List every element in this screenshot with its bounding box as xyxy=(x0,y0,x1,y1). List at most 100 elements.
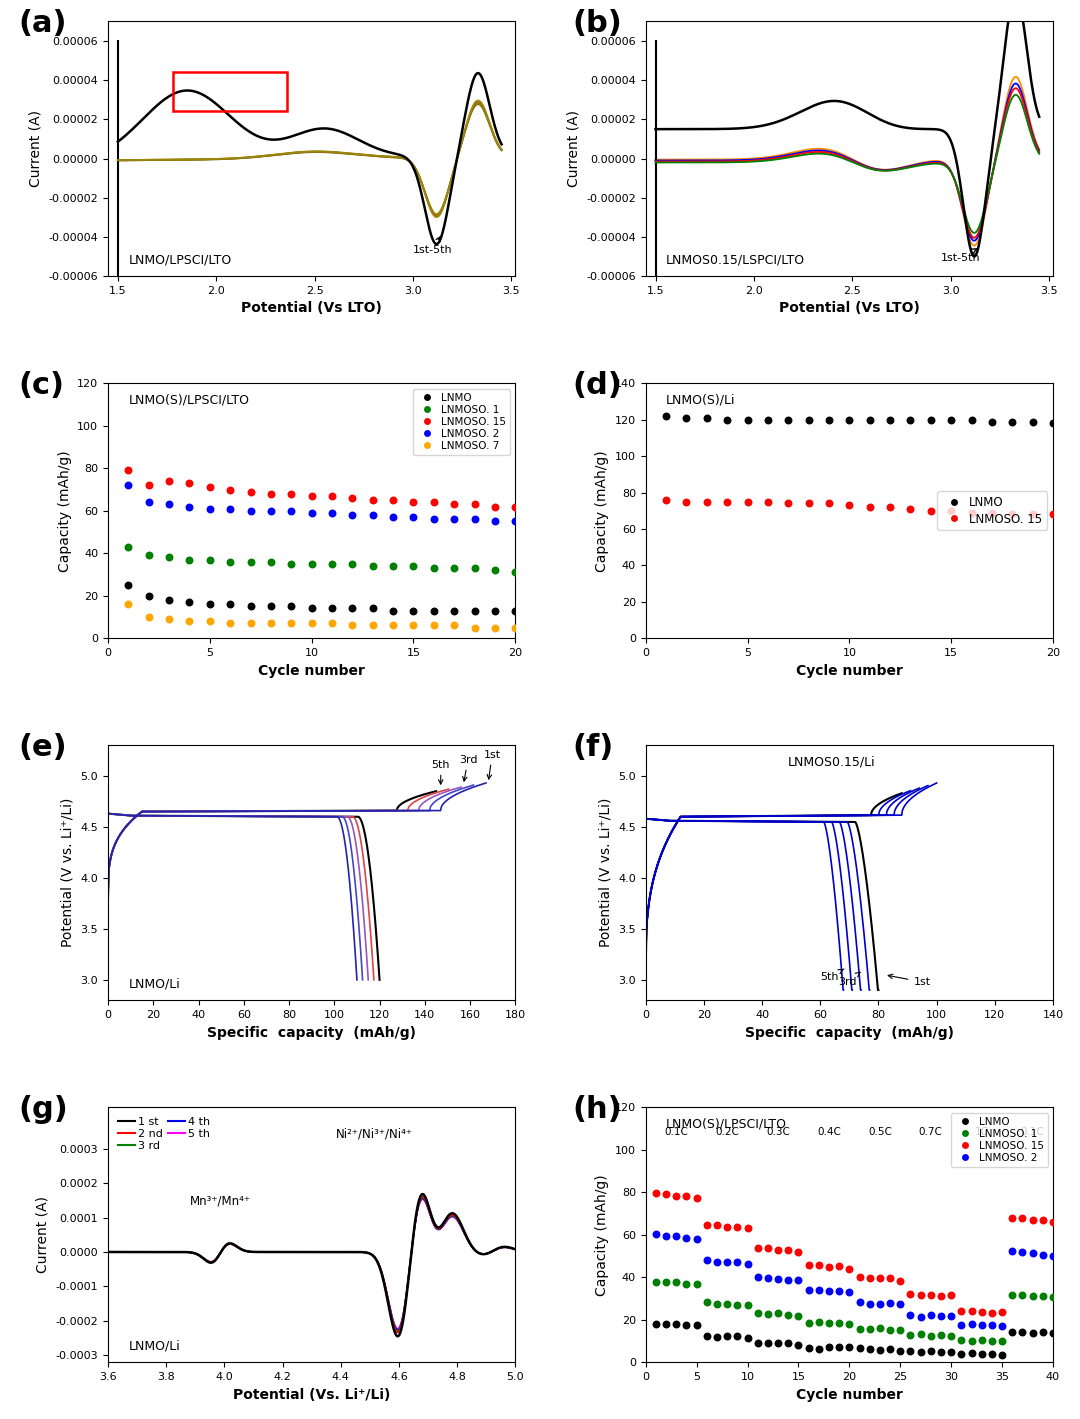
Point xyxy=(262,482,280,505)
Point xyxy=(729,1216,746,1239)
Point xyxy=(973,1342,990,1365)
Point xyxy=(840,1257,858,1280)
Point xyxy=(892,1293,909,1315)
Point xyxy=(1014,1284,1031,1307)
Text: LNMO(S)/LPSCI/LTO: LNMO(S)/LPSCI/LTO xyxy=(129,393,249,407)
Point xyxy=(872,1338,889,1361)
Point xyxy=(912,1283,929,1305)
Point xyxy=(708,1213,726,1236)
Point xyxy=(1024,1242,1041,1264)
Point xyxy=(1044,412,1062,434)
Point xyxy=(698,491,715,514)
Point xyxy=(262,612,280,634)
Point xyxy=(902,498,919,521)
Point xyxy=(769,1301,786,1324)
Text: (c): (c) xyxy=(18,370,65,400)
Point xyxy=(507,561,524,583)
Y-axis label: Potential (V vs. Li⁺/Li): Potential (V vs. Li⁺/Li) xyxy=(60,797,75,948)
Point xyxy=(810,1279,827,1301)
Point xyxy=(465,492,483,515)
Text: 0.3C: 0.3C xyxy=(766,1127,789,1137)
Point xyxy=(1035,1243,1052,1266)
Text: 3rd: 3rd xyxy=(838,972,860,988)
Point xyxy=(718,1293,735,1315)
Point xyxy=(678,406,696,429)
Point xyxy=(465,556,483,579)
Point xyxy=(120,535,137,558)
X-axis label: Potential (Vs LTO): Potential (Vs LTO) xyxy=(241,301,382,315)
Point xyxy=(881,1338,899,1361)
Point xyxy=(698,1325,715,1348)
X-axis label: Cycle number: Cycle number xyxy=(796,664,903,677)
Point xyxy=(912,1305,929,1328)
Point xyxy=(221,551,239,573)
Point xyxy=(161,607,178,630)
Point xyxy=(426,508,443,531)
Text: LNMO/Li: LNMO/Li xyxy=(129,978,180,990)
Point xyxy=(647,1223,664,1246)
Point xyxy=(851,1337,868,1359)
Text: (g): (g) xyxy=(18,1094,68,1124)
Text: 5th: 5th xyxy=(432,759,450,785)
Point xyxy=(242,499,259,522)
Point xyxy=(983,501,1000,524)
Point xyxy=(739,1216,756,1239)
Point xyxy=(688,1273,705,1296)
Point xyxy=(667,1271,685,1294)
Point xyxy=(943,1304,960,1327)
Point xyxy=(718,491,735,514)
Point xyxy=(161,546,178,569)
Point xyxy=(647,1313,664,1335)
Point xyxy=(658,1313,675,1335)
Text: 0.5C: 0.5C xyxy=(868,1127,892,1137)
Point xyxy=(963,409,981,431)
Point xyxy=(242,551,259,573)
Point xyxy=(881,1318,899,1341)
Point xyxy=(983,1314,1000,1337)
Point xyxy=(902,409,919,431)
Point xyxy=(201,497,218,519)
Point xyxy=(698,1213,715,1236)
Point xyxy=(426,614,443,637)
Point xyxy=(384,555,402,578)
Point xyxy=(1003,1321,1021,1344)
Point xyxy=(688,1227,705,1250)
Point xyxy=(994,1330,1011,1352)
Point xyxy=(983,410,1000,433)
Point xyxy=(943,1341,960,1364)
Point xyxy=(426,491,443,514)
Point xyxy=(973,1300,990,1323)
Point xyxy=(922,1284,940,1307)
Point xyxy=(769,1332,786,1355)
Point xyxy=(1044,1321,1062,1344)
Point xyxy=(821,1335,838,1358)
Text: 0.7C: 0.7C xyxy=(919,1127,943,1137)
Text: LNMOS0.15/LSPCI/LTO: LNMOS0.15/LSPCI/LTO xyxy=(666,254,806,267)
Point xyxy=(140,606,158,629)
Point xyxy=(718,1325,735,1348)
Point xyxy=(1044,504,1062,526)
Point xyxy=(303,612,321,634)
Point xyxy=(303,552,321,575)
Point xyxy=(708,1250,726,1273)
Point xyxy=(953,1300,970,1323)
Point xyxy=(912,1341,929,1364)
Point xyxy=(831,1335,848,1358)
Point xyxy=(323,501,340,524)
Point xyxy=(658,488,675,511)
Point xyxy=(446,492,463,515)
Point xyxy=(343,504,361,526)
Point xyxy=(963,1342,981,1365)
Point xyxy=(932,1323,949,1345)
Point xyxy=(221,593,239,616)
Point xyxy=(881,1291,899,1314)
Point xyxy=(821,409,838,431)
Point xyxy=(1014,1240,1031,1263)
Point xyxy=(1024,1284,1041,1307)
Point xyxy=(201,593,218,616)
Point xyxy=(780,1269,797,1291)
Point xyxy=(821,492,838,515)
Point xyxy=(426,599,443,622)
Point xyxy=(446,556,463,579)
Point xyxy=(851,1266,868,1288)
